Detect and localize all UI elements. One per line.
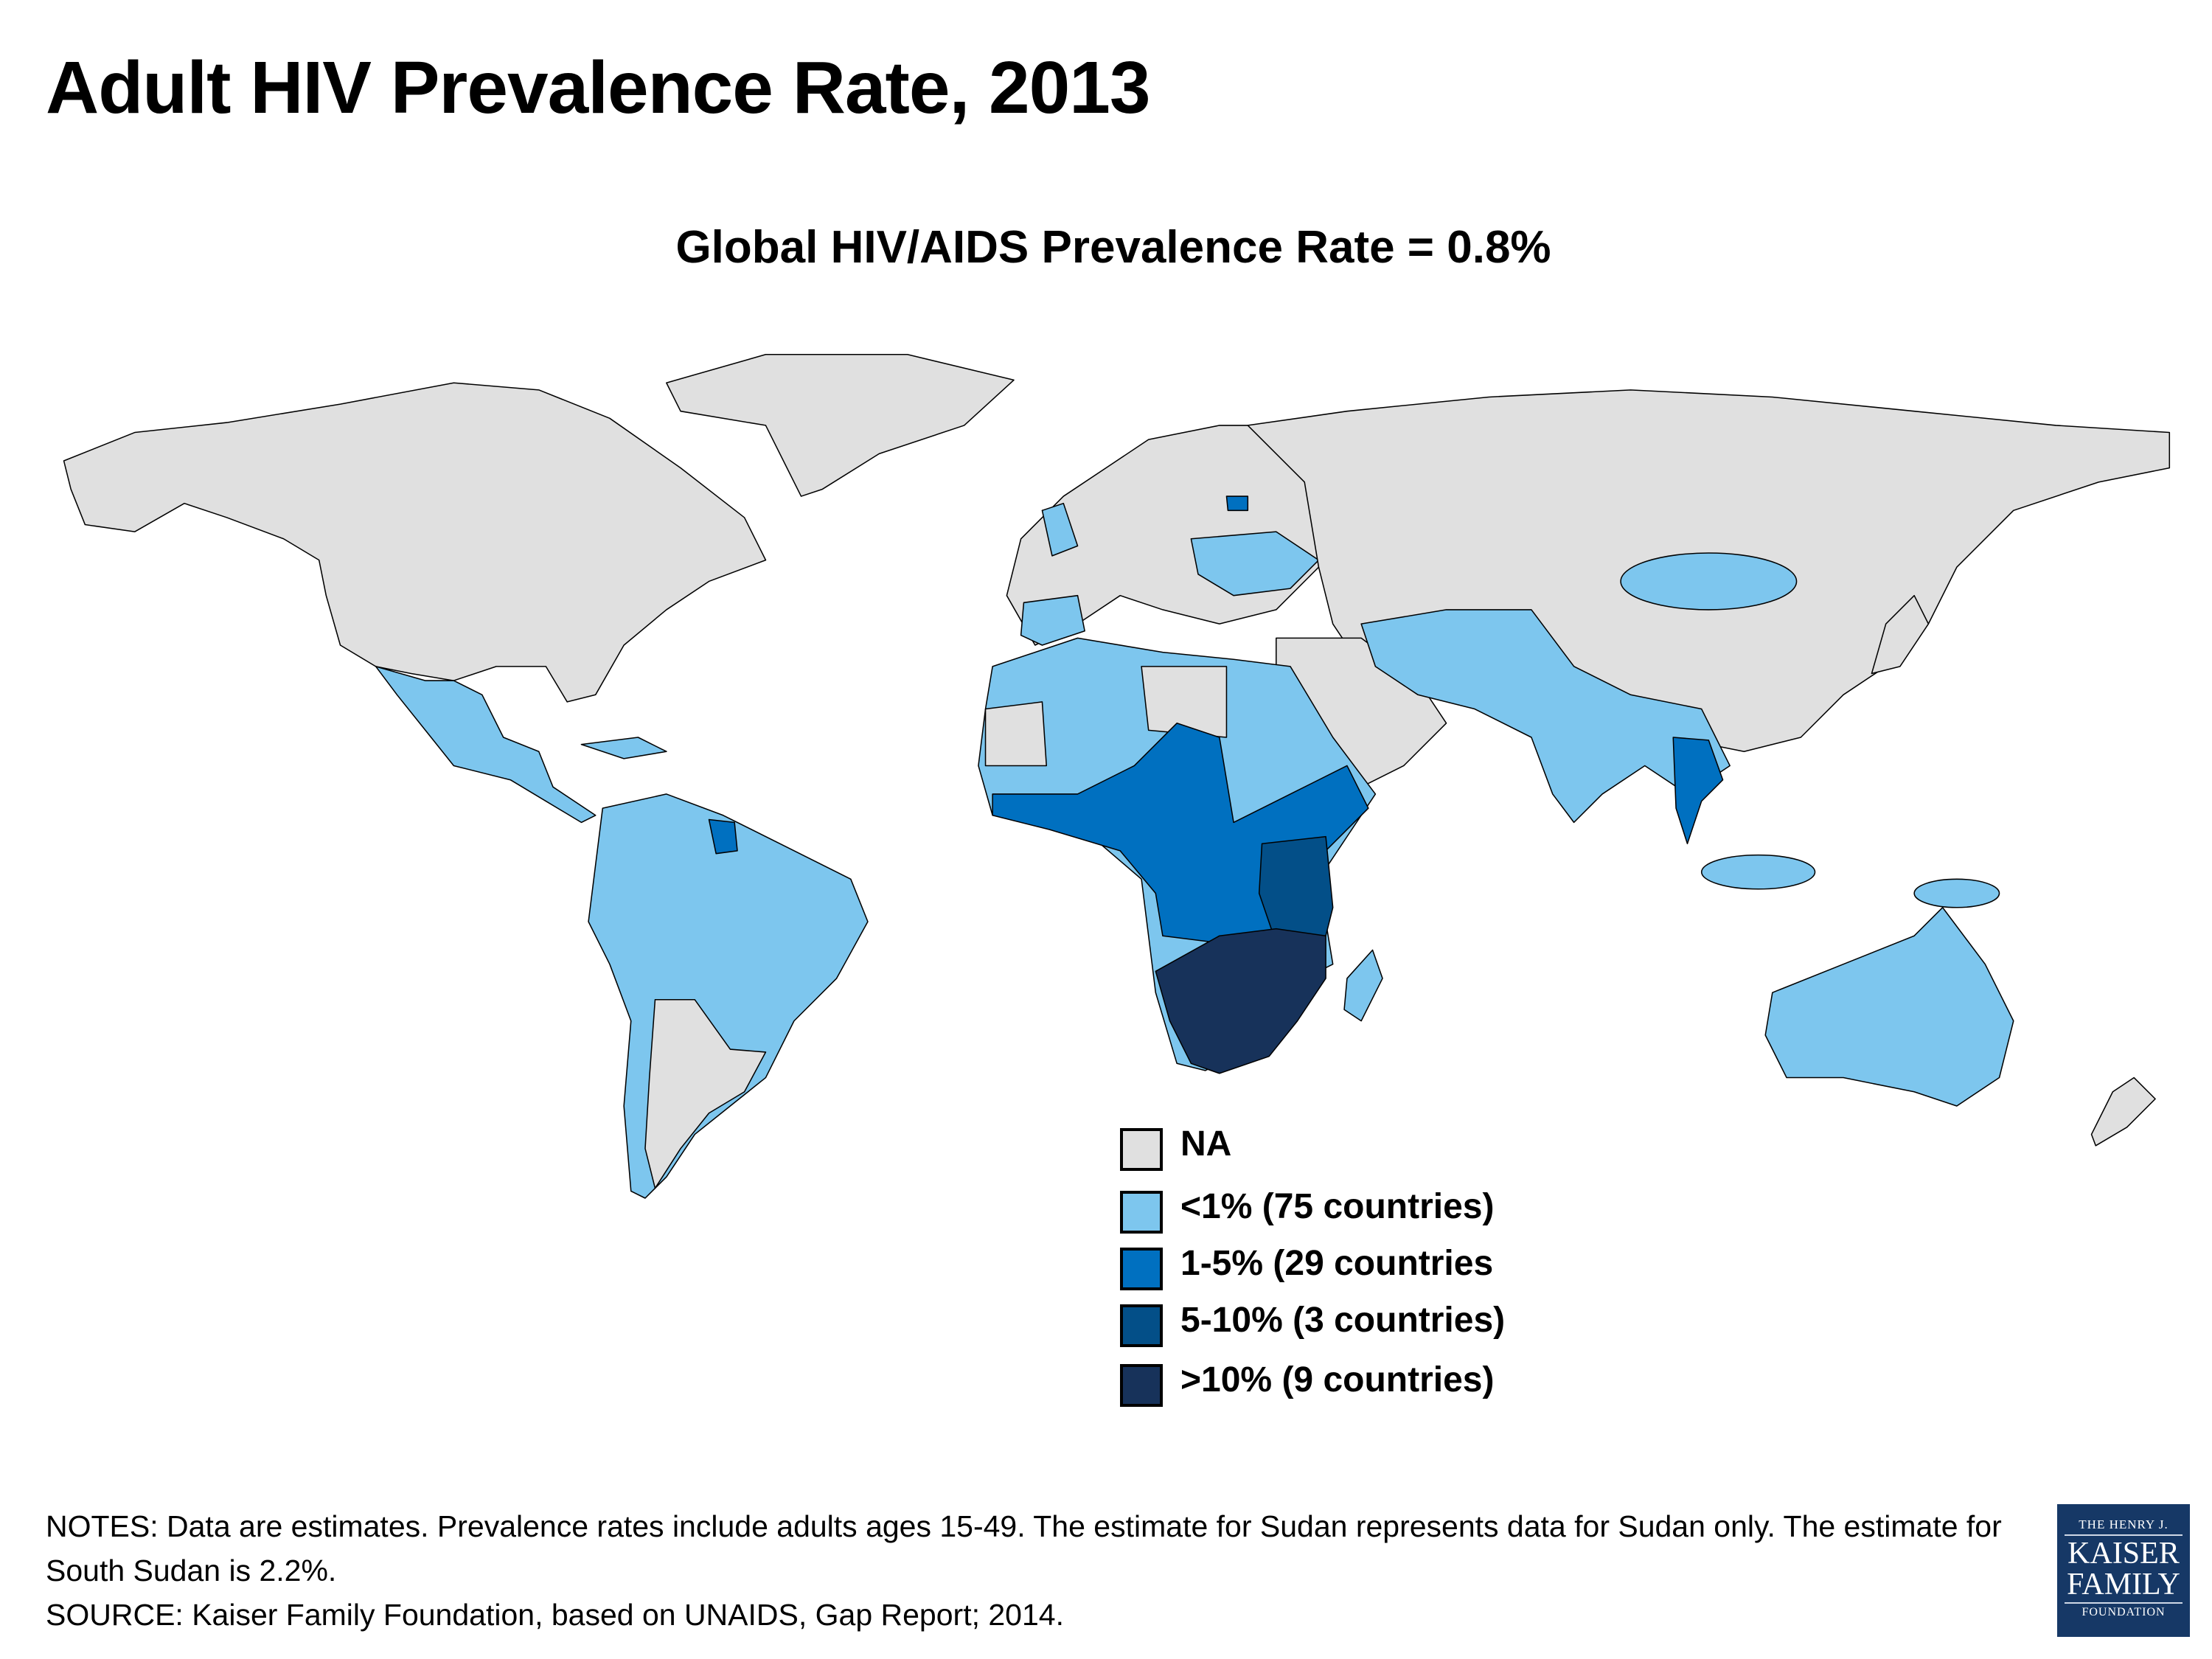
thailand [1672, 737, 1724, 844]
logo-line: FAMILY [2067, 1568, 2180, 1601]
papua [1913, 878, 2000, 908]
japan [1871, 594, 1930, 675]
legend-swatch [1120, 1248, 1163, 1290]
notes: NOTES: Data are estimates. Prevalence ra… [46, 1504, 2037, 1637]
legend-swatch [1120, 1364, 1163, 1407]
logo-line: KAISER [2067, 1537, 2180, 1571]
legend-swatch [1120, 1304, 1163, 1347]
logo-line: FOUNDATION [2081, 1606, 2166, 1618]
legend-swatch [1120, 1191, 1163, 1234]
mongolia [1620, 552, 1798, 611]
indonesia [1700, 854, 1816, 890]
iberia [1020, 594, 1085, 646]
africa-south [1155, 928, 1326, 1074]
legend-item-1-5: 1-5% (29 countries [1120, 1244, 1636, 1292]
notes-text: NOTES: Data are estimates. Prevalence ra… [46, 1509, 2002, 1587]
logo-line: THE HENRY J. [2079, 1517, 2168, 1531]
legend-label: NA [1180, 1124, 1232, 1164]
chart-subtitle: Global HIV/AIDS Prevalence Rate = 0.8% [675, 222, 1551, 273]
chart-title: Adult HIV Prevalence Rate, 2013 [46, 46, 1150, 129]
south-asia [1360, 609, 1731, 824]
eastern-europe [1190, 531, 1320, 597]
logo-divider [2065, 1534, 2183, 1536]
mexico-central-america [375, 666, 597, 824]
legend-label: 1-5% (29 countries [1180, 1244, 1494, 1283]
argentina [644, 999, 767, 1189]
logo-divider [2065, 1602, 2183, 1604]
legend-item-lt1: <1% (75 countries) [1120, 1187, 1636, 1235]
legend-label: 5-10% (3 countries) [1180, 1301, 1506, 1340]
africa-east [1258, 835, 1334, 944]
greenland [666, 354, 1015, 497]
legend-swatch [1120, 1128, 1163, 1171]
uk [1041, 502, 1079, 557]
australia [1764, 907, 2014, 1107]
north-america [63, 382, 767, 703]
legend-item-gt10: >10% (9 countries) [1120, 1360, 1636, 1408]
guyana [708, 818, 738, 855]
south-america [588, 793, 869, 1199]
libya [1141, 666, 1228, 738]
legend-label: <1% (75 countries) [1180, 1187, 1495, 1226]
legend-item-5-10: 5-10% (3 countries) [1120, 1301, 1636, 1349]
estonia [1225, 495, 1249, 512]
caribbean [580, 737, 667, 759]
madagascar [1343, 949, 1383, 1022]
western-sahara [984, 701, 1047, 767]
legend-item-na: NA [1120, 1124, 1636, 1172]
source-text: SOURCE: Kaiser Family Foundation, based … [46, 1598, 1064, 1632]
legend-label: >10% (9 countries) [1180, 1360, 1495, 1399]
kff-logo: THE HENRY J. KAISER FAMILY FOUNDATION [2057, 1504, 2190, 1637]
new-zealand [2090, 1077, 2156, 1147]
